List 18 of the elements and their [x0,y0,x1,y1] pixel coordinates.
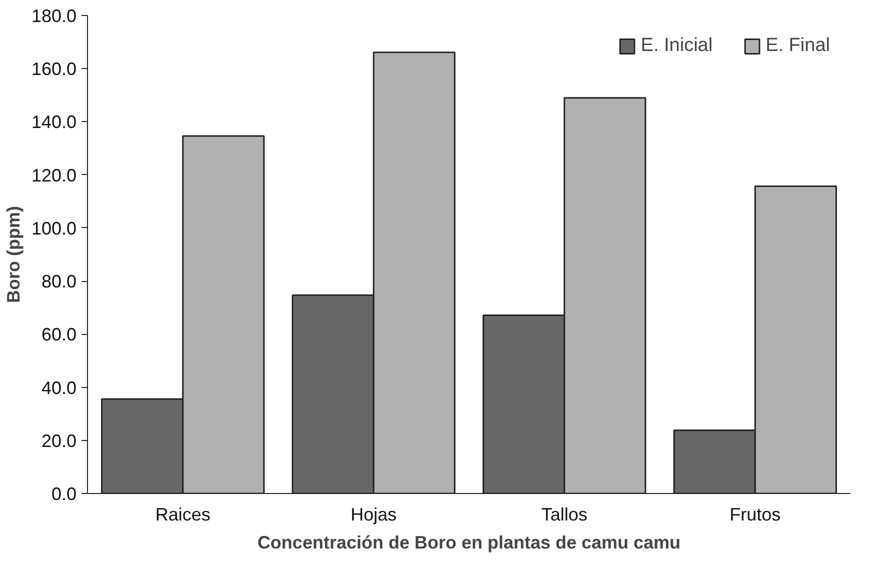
y-tick-label: 180.0 [31,6,77,26]
y-tick-label: 60.0 [41,324,77,345]
x-tick-label: Tallos [541,504,588,524]
legend-label: E. Inicial [640,35,713,57]
legend-label: E. Final [766,35,830,57]
y-tick-label: 0.0 [51,484,77,504]
y-tick-label: 120.0 [31,165,77,186]
y-tick-label: 160.0 [31,59,77,80]
x-tick-label: Hojas [350,504,397,524]
x-axis-title: Concentración de Boro en plantas de camu camu [257,532,681,552]
y-axis-title: Boro (ppm) [3,206,24,303]
x-tick-label: Raices [155,504,210,524]
x-tick-label: Frutos [730,504,781,524]
y-tick-label: 140.0 [31,112,77,132]
y-tick-label: 100.0 [31,218,77,238]
y-tick-label: 20.0 [41,430,77,451]
y-tick-label: 80.0 [41,272,77,292]
y-tick-label: 40.0 [41,378,77,398]
